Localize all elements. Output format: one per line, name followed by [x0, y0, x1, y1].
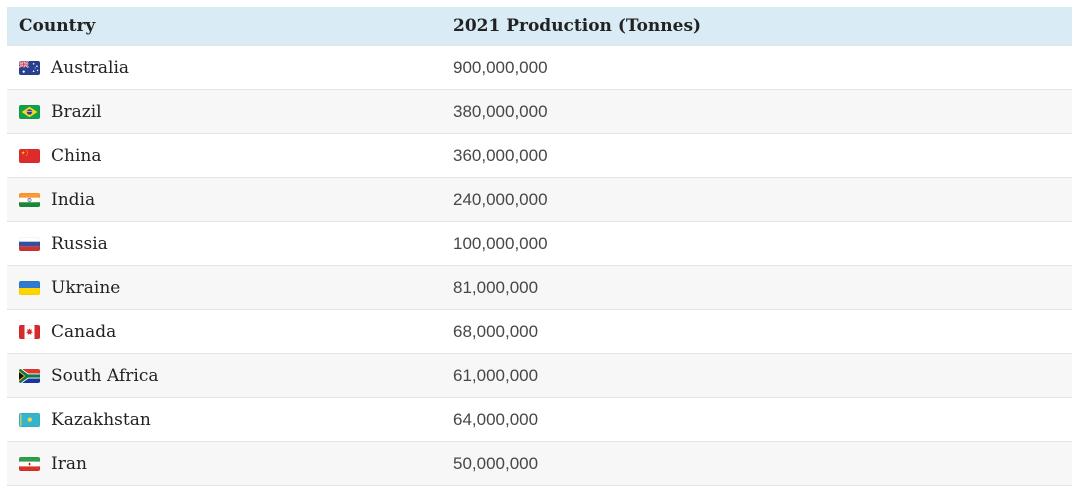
flag-south-africa-icon: [19, 368, 40, 383]
production-value: 50,000,000: [441, 441, 1072, 486]
table-row: Ukraine 81,000,000: [7, 265, 1072, 310]
flag-russia-icon: [19, 236, 40, 251]
table-row: South Africa 61,000,000: [7, 353, 1072, 398]
country-label: Brazil: [51, 101, 102, 122]
flag-iran-icon: [19, 456, 40, 471]
flag-china-icon: [19, 148, 40, 163]
country-label: China: [51, 145, 102, 166]
country-label: Iran: [51, 453, 87, 474]
table-header-row: Country 2021 Production (Tonnes): [7, 7, 1072, 46]
production-value: 68,000,000: [441, 309, 1072, 354]
country-label: South Africa: [51, 365, 159, 386]
flag-kazakhstan-icon: [19, 412, 40, 427]
production-value: 240,000,000: [441, 177, 1072, 222]
production-value: 380,000,000: [441, 89, 1072, 134]
flag-india-icon: [19, 192, 40, 207]
country-cell: Brazil: [7, 89, 441, 134]
production-value: 64,000,000: [441, 397, 1072, 442]
production-table: Country 2021 Production (Tonnes) Austral…: [7, 7, 1072, 486]
table-row: China 360,000,000: [7, 133, 1072, 178]
country-cell: Iran: [7, 441, 441, 486]
table-row: Canada 68,000,000: [7, 309, 1072, 354]
production-value: 360,000,000: [441, 133, 1072, 178]
country-cell: South Africa: [7, 353, 441, 398]
table-row: Brazil 380,000,000: [7, 89, 1072, 134]
column-header-country: Country: [7, 7, 441, 46]
country-cell: Australia: [7, 45, 441, 90]
country-label: Canada: [51, 321, 117, 342]
table-row: Kazakhstan 64,000,000: [7, 397, 1072, 442]
production-value: 900,000,000: [441, 45, 1072, 90]
country-cell: Canada: [7, 309, 441, 354]
flag-ukraine-icon: [19, 280, 40, 295]
country-cell: Kazakhstan: [7, 397, 441, 442]
production-table-container: Country 2021 Production (Tonnes) Austral…: [7, 7, 1072, 486]
country-label: Kazakhstan: [51, 409, 151, 430]
country-label: India: [51, 189, 96, 210]
country-cell: Russia: [7, 221, 441, 266]
country-label: Australia: [51, 57, 130, 78]
column-header-production: 2021 Production (Tonnes): [441, 7, 1072, 46]
country-label: Ukraine: [51, 277, 121, 298]
production-value: 81,000,000: [441, 265, 1072, 310]
country-cell: Ukraine: [7, 265, 441, 310]
table-row: Iran 50,000,000: [7, 441, 1072, 486]
table-row: Australia 900,000,000: [7, 45, 1072, 90]
flag-australia-icon: [19, 60, 40, 75]
flag-canada-icon: [19, 324, 40, 339]
country-cell: India: [7, 177, 441, 222]
production-value: 61,000,000: [441, 353, 1072, 398]
country-cell: China: [7, 133, 441, 178]
country-label: Russia: [51, 233, 108, 254]
flag-brazil-icon: [19, 104, 40, 119]
production-value: 100,000,000: [441, 221, 1072, 266]
table-row: Russia 100,000,000: [7, 221, 1072, 266]
table-row: India 240,000,000: [7, 177, 1072, 222]
